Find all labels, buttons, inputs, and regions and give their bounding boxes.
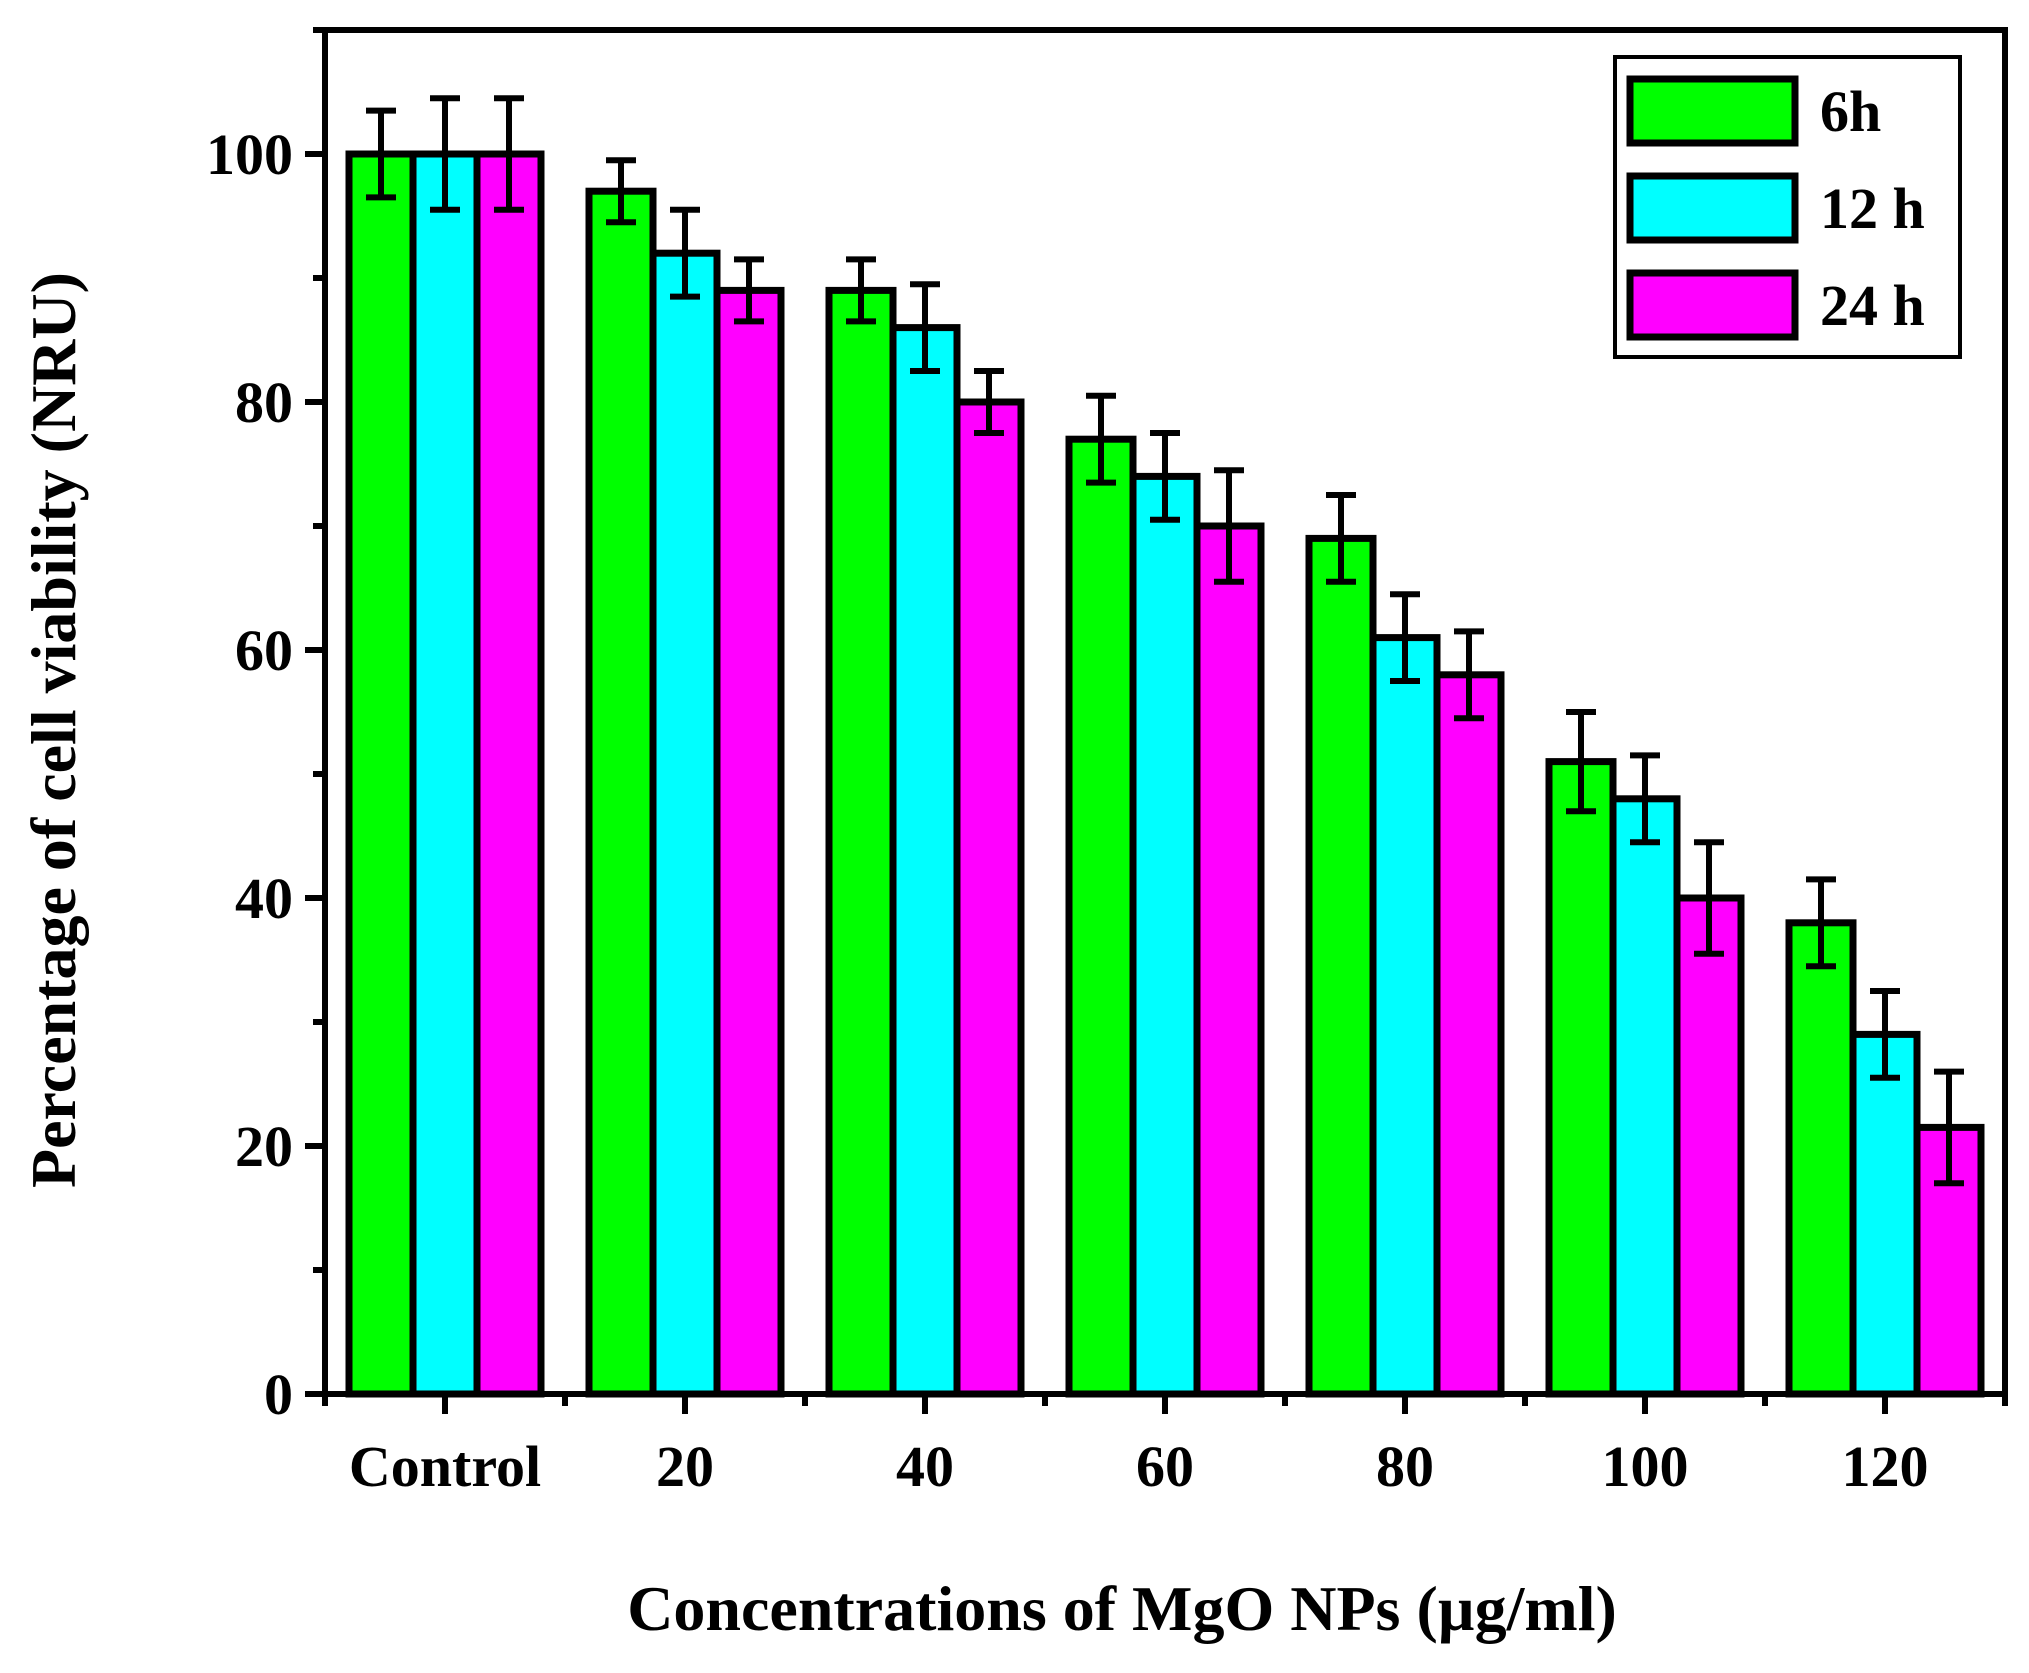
- bar-24h-20: [713, 286, 785, 1398]
- x-tick-label: 60: [1136, 1434, 1194, 1499]
- error-bar-6h-60: [1086, 392, 1116, 486]
- y-tick-label: 40: [235, 866, 293, 931]
- error-bar-24h-40: [974, 368, 1004, 436]
- error-bar-6h-20: [606, 157, 636, 226]
- legend-swatch-24h: [1626, 269, 1799, 341]
- bar-24h-40: [953, 398, 1025, 1398]
- bar-6h-40: [825, 286, 897, 1398]
- x-tick-label: Control: [349, 1434, 541, 1499]
- y-tick-label: 60: [235, 618, 293, 683]
- y-tick-label: 80: [235, 370, 293, 435]
- x-tick-label: 100: [1602, 1434, 1689, 1499]
- error-bar-6h-100: [1566, 709, 1596, 815]
- y-tick-label: 0: [264, 1362, 293, 1427]
- error-bars: [366, 95, 1964, 1187]
- x-axis-title: Concentrations of MgO NPs (µg/ml): [627, 1573, 1617, 1644]
- bar-12h-100: [1609, 795, 1681, 1398]
- legend-label: 24 h: [1820, 273, 1925, 338]
- bar-6h-control: [345, 150, 417, 1398]
- bar-24h-100: [1673, 894, 1745, 1398]
- bar-6h-80: [1305, 534, 1377, 1398]
- bar-24h-80: [1433, 671, 1505, 1398]
- error-bar-24h-60: [1214, 467, 1244, 585]
- error-bar-6h-40: [846, 256, 876, 325]
- legend-label: 6h: [1820, 79, 1881, 144]
- bar-24h-60: [1193, 522, 1265, 1398]
- error-bar-24h-100: [1694, 839, 1724, 957]
- error-bar-12h-120: [1870, 988, 1900, 1081]
- error-bar-12h-100: [1630, 752, 1660, 846]
- bar-24h-control: [473, 150, 545, 1398]
- error-bar-6h-120: [1806, 876, 1836, 970]
- bar-12h-control: [409, 150, 481, 1398]
- bar-12h-60: [1129, 472, 1201, 1398]
- x-tick-label: 20: [656, 1434, 714, 1499]
- bar-6h-100: [1545, 758, 1617, 1398]
- error-bar-6h-80: [1326, 492, 1356, 585]
- bar-6h-60: [1065, 435, 1137, 1398]
- bar-12h-80: [1369, 634, 1441, 1398]
- legend: 6h 12 h 24 h: [1613, 55, 1962, 359]
- error-bar-12h-60: [1150, 430, 1180, 523]
- error-bar-6h-control: [366, 107, 396, 201]
- y-tick-label: 20: [235, 1114, 293, 1179]
- error-bar-12h-control: [430, 95, 460, 213]
- error-bar-24h-control: [494, 95, 524, 213]
- x-tick-label: 40: [896, 1434, 954, 1499]
- legend-label: 12 h: [1820, 176, 1925, 241]
- bar-6h-120: [1785, 919, 1857, 1398]
- error-bar-12h-80: [1390, 591, 1420, 684]
- bar-12h-20: [649, 249, 721, 1398]
- error-bar-24h-120: [1934, 1068, 1964, 1187]
- error-bar-12h-20: [670, 206, 700, 300]
- legend-swatch-6h: [1626, 75, 1799, 147]
- x-axis: Control 20 40 60 80 100 120: [322, 1394, 2008, 1499]
- y-tick-label: 100: [206, 122, 293, 187]
- bar-12h-120: [1849, 1030, 1921, 1398]
- error-bar-24h-80: [1454, 628, 1484, 722]
- x-tick-label: 120: [1842, 1434, 1929, 1499]
- error-bar-24h-20: [734, 256, 764, 325]
- error-bar-12h-40: [910, 281, 940, 374]
- bar-12h-40: [889, 324, 961, 1398]
- bar-6h-20: [585, 187, 657, 1398]
- y-axis: 0 20 40 60 80 100: [206, 27, 325, 1427]
- x-tick-label: 80: [1376, 1434, 1434, 1499]
- y-axis-title: Percentage of cell viability (NRU): [18, 272, 89, 1188]
- legend-swatch-12h: [1626, 172, 1799, 244]
